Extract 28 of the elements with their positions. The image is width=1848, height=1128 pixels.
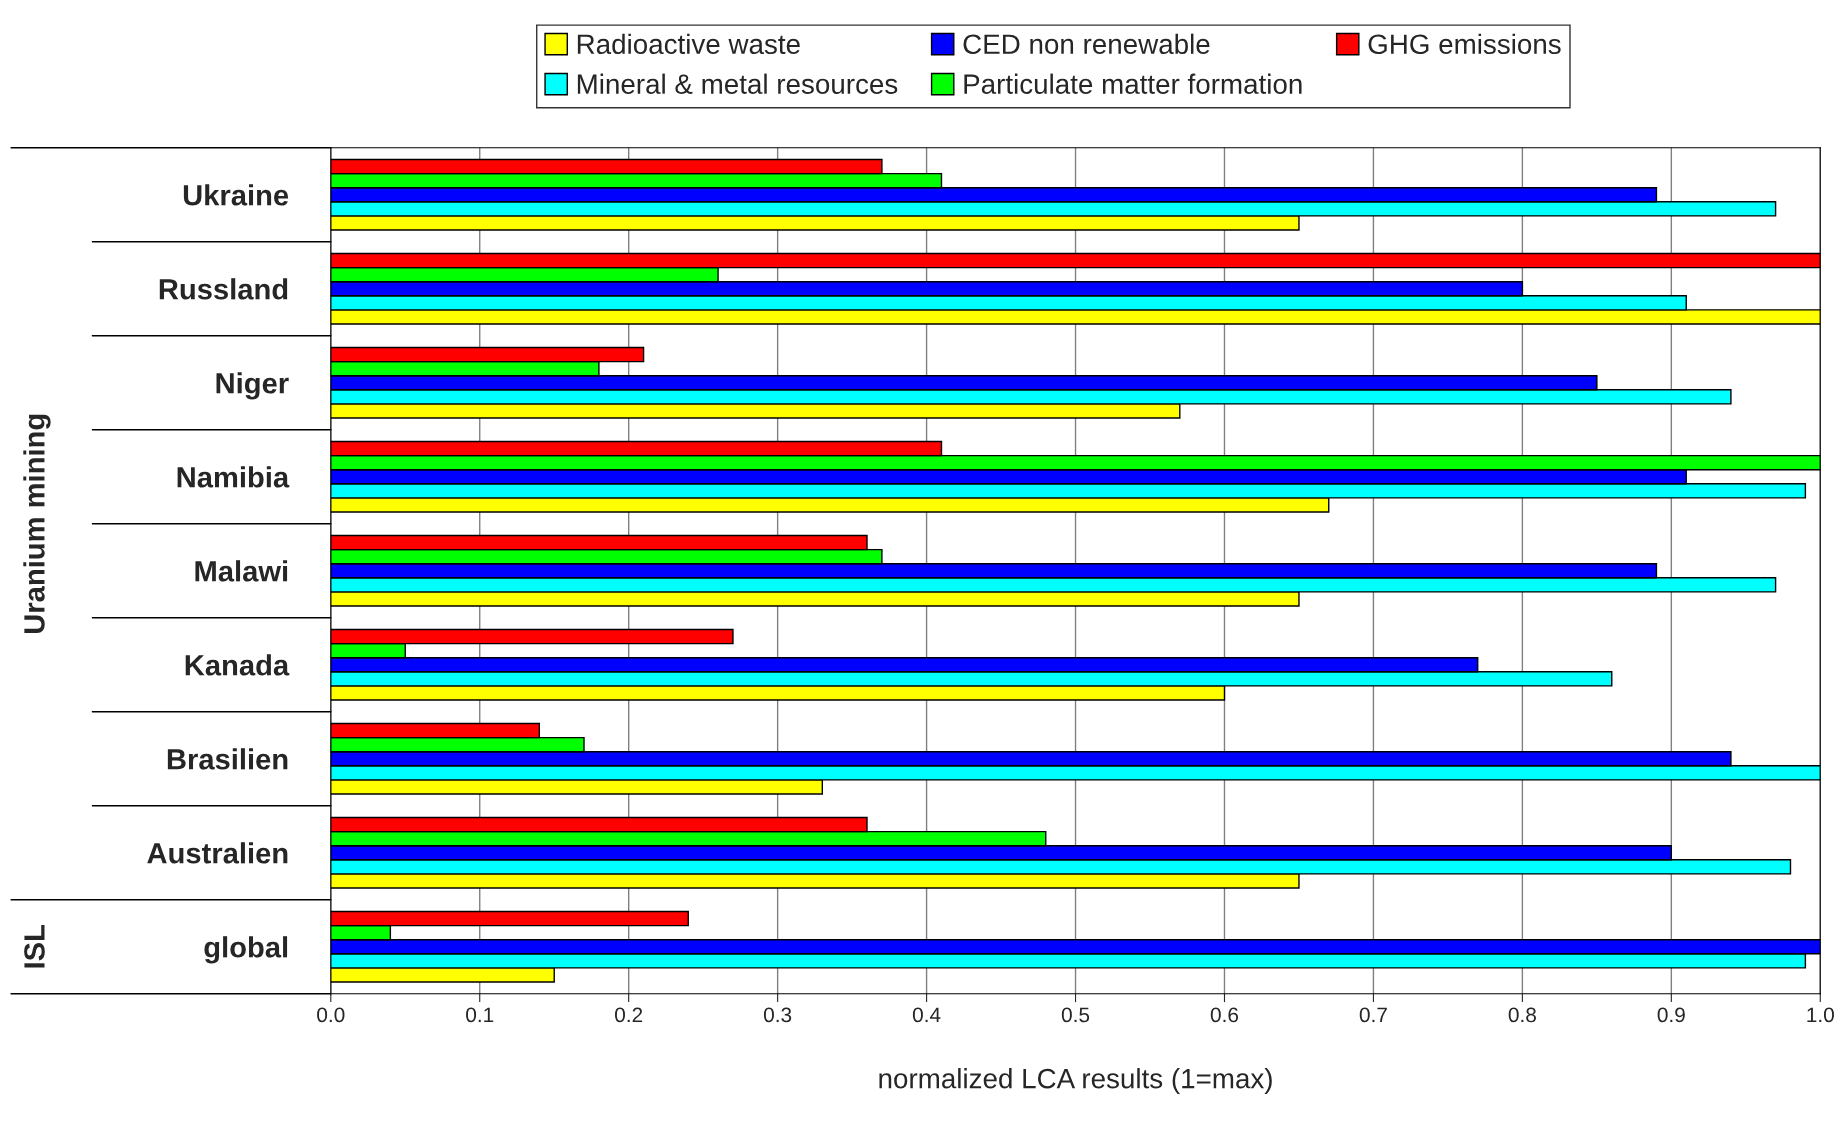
y-tick-label: global (204, 936, 288, 964)
x-tick-label: 0.1 (466, 1007, 494, 1023)
x-tick-label: 0.5 (1061, 1007, 1090, 1023)
x-tick-label: 0.3 (763, 1007, 792, 1023)
text: ISL (24, 924, 45, 968)
x-axis-title: normalized LCA results (1=max) (879, 1068, 1272, 1094)
x-tick-label: 0.8 (1508, 1007, 1536, 1023)
x-tick-label: 0.6 (1210, 1007, 1239, 1023)
x-tick-label: 0.2 (615, 1007, 643, 1023)
y-tick-label: Malawi (195, 560, 288, 582)
x-tick-label: 0.7 (1359, 1007, 1387, 1023)
y-tick-label: Niger (216, 372, 289, 400)
y-tick-label: Russland (159, 278, 288, 300)
y-tick-label: Namibia (177, 466, 290, 488)
y-tick-label: Australien (147, 842, 288, 864)
legend-label: Radioactive waste (577, 33, 800, 55)
y-tick-label: Kanada (185, 654, 290, 676)
y-tick-label: Brasilien (167, 748, 288, 770)
x-tick-label: 1.0 (1807, 1007, 1834, 1023)
x-tick-label: 0.0 (317, 1007, 345, 1023)
text: Uranium mining (23, 414, 51, 634)
legend-label: CED non renewable (963, 33, 1210, 55)
legend-label: Particulate matter formation (964, 73, 1302, 94)
x-tick-label: 0.4 (912, 1007, 941, 1023)
y-tick-label: Ukraine (183, 184, 289, 206)
legend-label: GHG emissions (1368, 33, 1561, 55)
legend-label: Mineral & metal resources (577, 73, 898, 94)
x-tick-label: 0.9 (1657, 1007, 1685, 1023)
